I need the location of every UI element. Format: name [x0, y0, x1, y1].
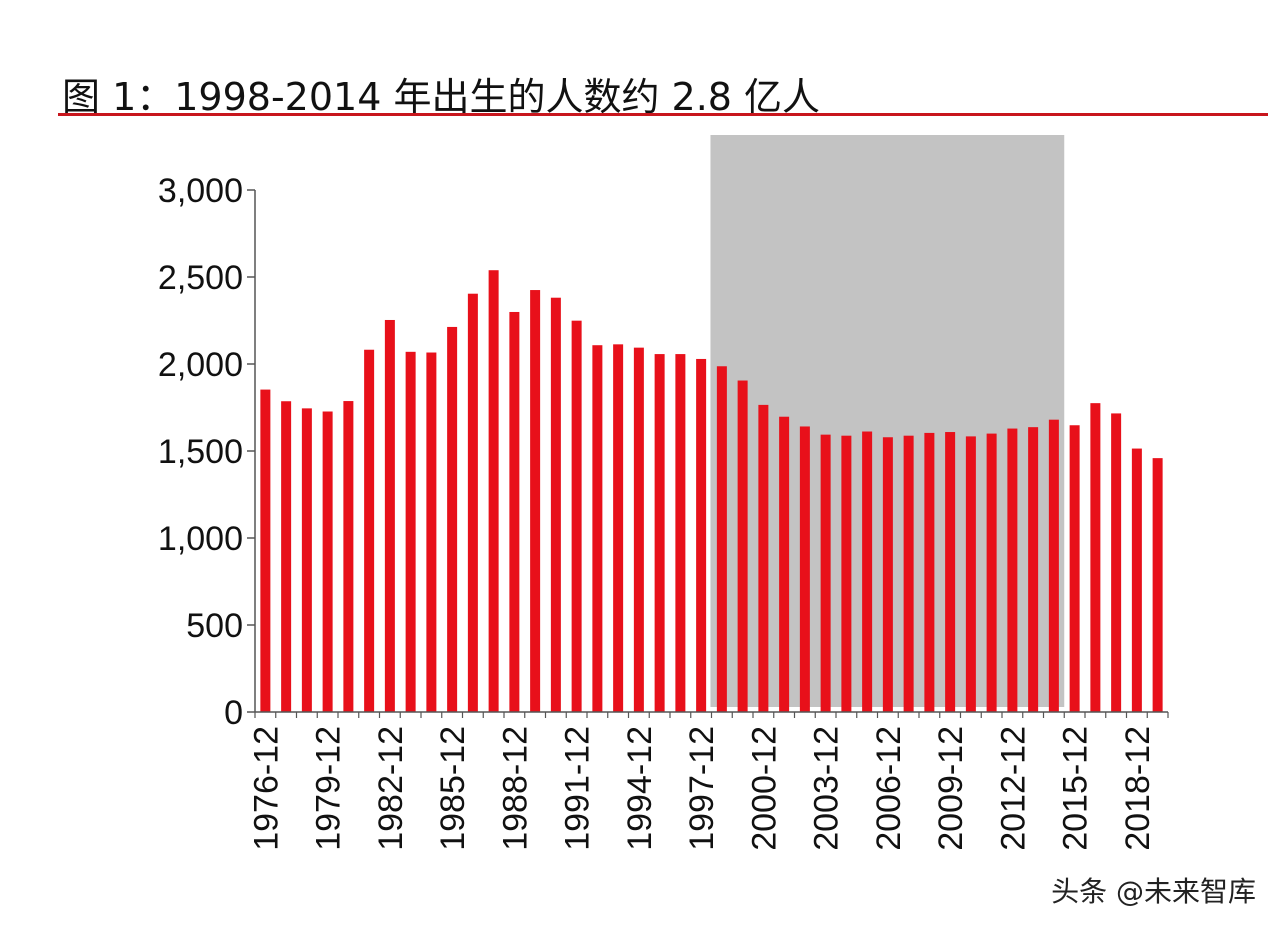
bar-2014-12 — [1048, 419, 1059, 712]
x-tick-label: 1994-12 — [621, 726, 659, 851]
bar-1994-12 — [633, 347, 644, 712]
x-tick-label: 1988-12 — [496, 726, 534, 851]
bar-1979-12 — [322, 411, 333, 712]
bar-2011-12 — [986, 433, 997, 712]
bar-2010-12 — [965, 436, 976, 712]
bar-1982-12 — [384, 319, 395, 712]
x-tick-label: 2012-12 — [994, 726, 1032, 851]
bar-2009-12 — [945, 432, 956, 712]
x-tick-label: 2015-12 — [1057, 726, 1095, 851]
bar-2015-12 — [1069, 425, 1080, 712]
x-tick-label: 1979-12 — [310, 726, 348, 851]
y-tick-label: 0 — [224, 694, 243, 732]
bar-2019-12 — [1152, 458, 1163, 712]
bar-2002-12 — [799, 426, 810, 712]
bar-2005-12 — [862, 431, 873, 712]
x-tick-label: 1997-12 — [683, 726, 721, 851]
bar-1980-12 — [343, 401, 354, 712]
x-tick-label: 2006-12 — [870, 726, 908, 851]
y-tick-label: 500 — [186, 607, 243, 645]
y-tick-label: 1,000 — [158, 520, 243, 558]
bar-1987-12 — [488, 270, 499, 712]
bar-2003-12 — [820, 434, 831, 712]
bar-2004-12 — [841, 435, 852, 712]
x-tick-label: 2018-12 — [1119, 726, 1157, 851]
x-tick-label: 1976-12 — [247, 726, 285, 851]
y-tick-label: 1,500 — [158, 433, 243, 471]
bar-1983-12 — [405, 351, 416, 712]
bar-1977-12 — [281, 401, 292, 712]
bar-1981-12 — [364, 349, 375, 712]
axes-layer — [247, 189, 1169, 718]
bar-1985-12 — [447, 326, 458, 712]
bar-1992-12 — [592, 345, 603, 712]
y-tick-label: 2,000 — [158, 346, 243, 384]
x-tick-label: 2003-12 — [808, 726, 846, 851]
labels-layer: 0 500 1,000 1,500 2,000 2,500 3,000 1976-12 1979… — [158, 172, 1157, 851]
bar-2007-12 — [903, 435, 914, 712]
x-tick-label: 1991-12 — [559, 726, 597, 851]
bar-2013-12 — [1028, 427, 1039, 712]
bar-1986-12 — [467, 293, 478, 712]
chart-title: 图 1：1998-2014 年出生的人数约 2.8 亿人 — [62, 75, 821, 119]
bar-1996-12 — [675, 354, 686, 712]
bar-2006-12 — [882, 437, 893, 712]
bar-2008-12 — [924, 432, 935, 712]
x-tick-label: 1982-12 — [372, 726, 410, 851]
bar-1976-12 — [260, 389, 271, 712]
watermark: 头条 @未来智库 — [1051, 875, 1256, 908]
bar-2016-12 — [1090, 403, 1101, 712]
y-tick-label: 2,500 — [158, 259, 243, 297]
bar-1997-12 — [696, 358, 707, 712]
bar-1984-12 — [426, 352, 437, 712]
bar-1993-12 — [613, 344, 624, 712]
title-rule — [58, 113, 1268, 116]
bar-1989-12 — [530, 290, 541, 712]
x-tick-label: 2009-12 — [932, 726, 970, 851]
bar-1991-12 — [571, 320, 582, 712]
bar-2012-12 — [1007, 428, 1018, 712]
bar-1995-12 — [654, 354, 665, 712]
bar-1999-12 — [737, 380, 748, 712]
x-tick-label: 1985-12 — [434, 726, 472, 851]
bar-1990-12 — [550, 297, 561, 712]
x-tick-label: 2000-12 — [745, 726, 783, 851]
bar-2000-12 — [758, 404, 769, 712]
bar-2001-12 — [779, 416, 790, 712]
bar-1988-12 — [509, 311, 520, 712]
bar-2018-12 — [1131, 448, 1142, 712]
bar-1998-12 — [716, 366, 727, 712]
bar-2017-12 — [1111, 413, 1122, 712]
bars-layer — [260, 270, 1163, 712]
y-tick-label: 3,000 — [158, 172, 243, 210]
bar-1978-12 — [301, 408, 312, 712]
